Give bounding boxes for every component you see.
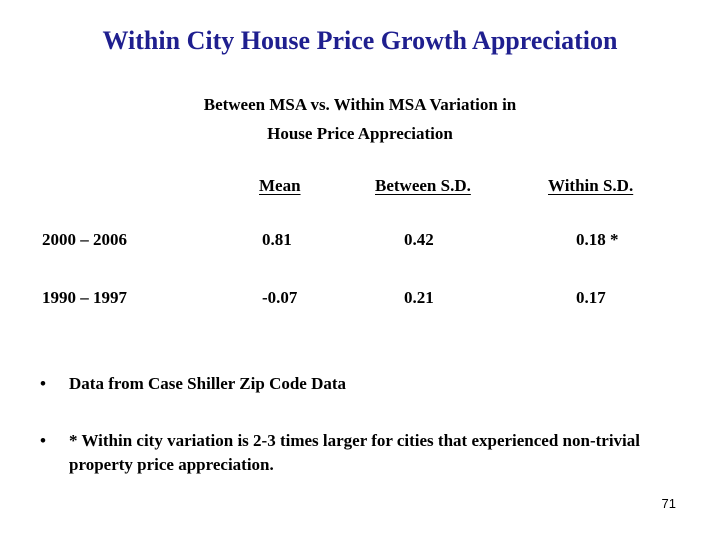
row-label-2000-2006: 2000 – 2006	[42, 230, 127, 249]
cell-mean-1990-1997: -0.07	[262, 288, 298, 307]
bullet-text: Data from Case Shiller Zip Code Data	[69, 374, 347, 393]
table-caption-line-1: Between MSA vs. Within MSA Variation in	[203, 95, 517, 114]
bullet-item: • * Within city variation is 2-3 times l…	[40, 429, 680, 477]
row-label-1990-1997: 1990 – 1997	[42, 288, 127, 307]
column-header-within-sd: Within S.D.	[548, 176, 634, 195]
column-header-between-sd: Between S.D.	[375, 176, 471, 195]
bullet-mark: •	[40, 374, 46, 393]
table-caption: Between MSA vs. Within MSA Variation in …	[0, 90, 720, 148]
page-number: 71	[661, 496, 676, 511]
column-header-mean: Mean	[259, 176, 301, 195]
cell-mean-2000-2006: 0.81	[262, 230, 292, 249]
slide-title: Within City House Price Growth Appreciat…	[102, 26, 618, 55]
cell-within-sd-1990-1997: 0.17	[576, 288, 606, 307]
bullet-item: • Data from Case Shiller Zip Code Data	[40, 372, 680, 396]
cell-between-sd-2000-2006: 0.42	[404, 230, 434, 249]
table-caption-line-2: House Price Appreciation	[267, 124, 453, 143]
cell-within-sd-2000-2006: 0.18 *	[576, 230, 619, 249]
cell-between-sd-1990-1997: 0.21	[404, 288, 434, 307]
bullet-text: * Within city variation is 2-3 times lar…	[69, 431, 640, 474]
bullet-mark: •	[40, 431, 46, 450]
bullet-list: • Data from Case Shiller Zip Code Data •…	[40, 372, 680, 477]
